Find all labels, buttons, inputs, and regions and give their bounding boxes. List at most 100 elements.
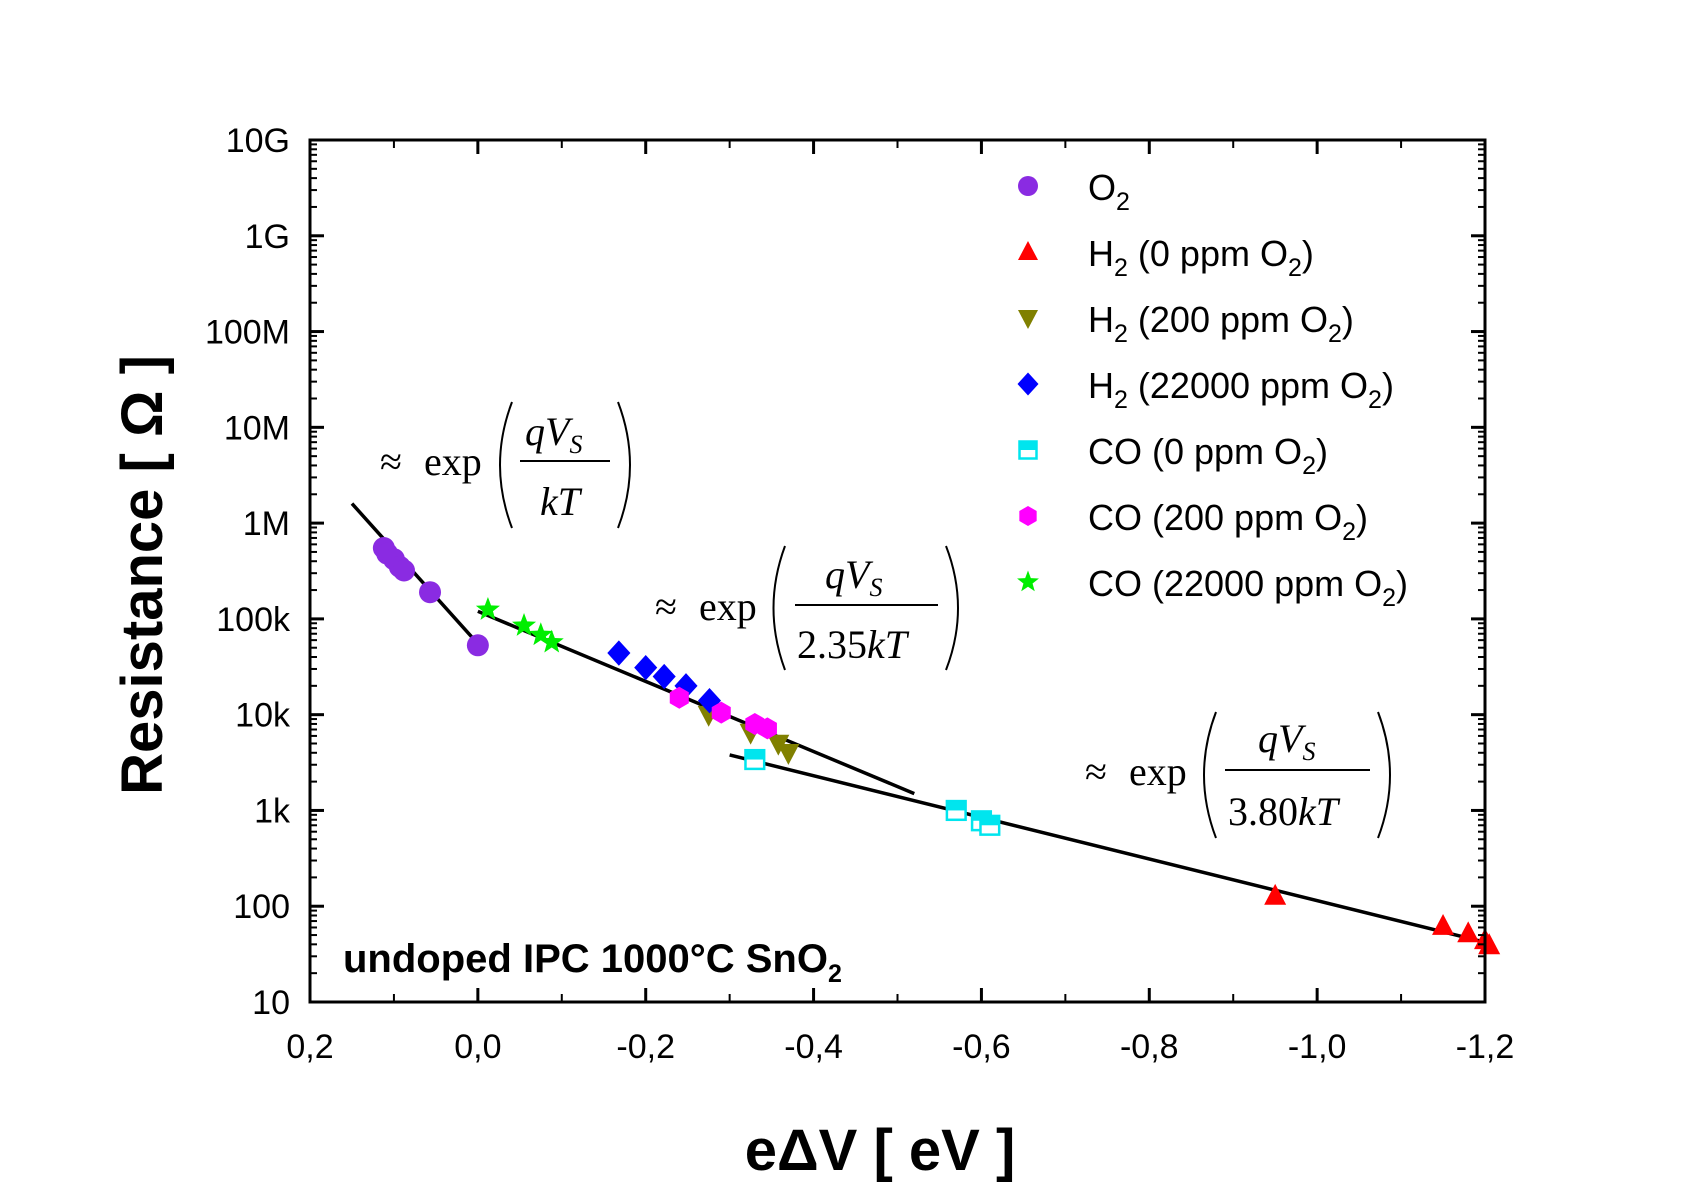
y-tick-label: 1G: [245, 218, 290, 256]
formula-2-denominator: 2.35kT: [797, 622, 910, 667]
formula-2-approx: ≈: [655, 584, 677, 629]
x-tick-label: -1,0: [1288, 1028, 1347, 1066]
x-tick-label: -0,6: [952, 1028, 1011, 1066]
legend-label: CO (0 ppm O2): [1088, 431, 1328, 480]
legend-marker: [1018, 310, 1038, 329]
formula-3-left-paren: [1203, 711, 1217, 839]
formula-3-numerator: qVS: [1258, 716, 1315, 766]
formula-3-exp: exp: [1129, 749, 1187, 794]
data-point: [475, 596, 500, 620]
legend-label: O2: [1088, 167, 1130, 216]
fit-line-3: [729, 753, 1494, 947]
legend-marker: [1018, 241, 1038, 260]
legend-label: CO (22000 ppm O2): [1088, 563, 1408, 612]
data-point: [539, 629, 564, 653]
data-point: [652, 663, 676, 690]
data-point: [1264, 883, 1287, 905]
data-point: [528, 622, 553, 646]
formula-2-left-paren: [772, 545, 786, 671]
formula-1: ≈ exp qVS kT: [380, 401, 631, 529]
legend-item-6: CO (200 ppm O2): [1019, 497, 1368, 546]
series-6: [669, 686, 777, 740]
legend-item-1: O2: [1018, 167, 1130, 216]
x-tick-label: 0,2: [286, 1028, 333, 1066]
formula-3: ≈ exp qVS 3.80kT: [1085, 711, 1391, 839]
sample-annotation: undoped IPC 1000°C SnO2: [343, 937, 842, 988]
legend-item-3: H2 (200 ppm O2): [1018, 299, 1354, 348]
legend-label: H2 (22000 ppm O2): [1088, 365, 1394, 414]
legend: O2 H2 (0 ppm O2) H2 (200 ppm O2) H2 (22000 …: [1017, 167, 1408, 612]
x-tick-label: -0,4: [784, 1028, 843, 1066]
data-point: [979, 814, 1001, 836]
formula-2-exp: exp: [699, 584, 757, 629]
data-series: [372, 536, 1501, 955]
formula-3-right-paren: [1377, 711, 1391, 839]
data-point: [777, 743, 800, 765]
formula-3-denominator: 3.80kT: [1228, 789, 1341, 834]
formula-3-approx: ≈: [1085, 749, 1107, 794]
y-tick-label: 1M: [243, 505, 290, 543]
x-tick-label: -0,8: [1120, 1028, 1179, 1066]
data-point: [511, 612, 537, 636]
y-tick-label: 1k: [254, 792, 291, 830]
data-point: [607, 640, 631, 666]
legend-item-5: CO (0 ppm O2): [1018, 431, 1328, 480]
data-point: [669, 686, 689, 709]
fit-line-1: [350, 502, 480, 645]
series-5: [744, 748, 1001, 836]
data-point: [1432, 914, 1455, 935]
y-axis: 10 100 1k 10k 100k 1M 10M 100M 1G 10G: [205, 122, 1485, 1022]
legend-item-4: H2 (22000 ppm O2): [1017, 365, 1394, 414]
annotation-sub: 2: [828, 960, 842, 988]
series-4: [607, 640, 722, 714]
x-tick-label: -0,2: [616, 1028, 675, 1066]
x-axis-title: eΔV [ eV ]: [745, 1118, 1016, 1183]
data-point: [393, 559, 415, 582]
legend-marker: [1018, 176, 1038, 196]
y-tick-label: 10M: [224, 409, 290, 447]
data-point: [674, 673, 698, 699]
x-tick-label: -1,2: [1456, 1028, 1515, 1066]
annotation-main: undoped IPC 1000°C SnO: [343, 937, 828, 981]
legend-label: H2 (0 ppm O2): [1088, 233, 1314, 282]
y-tick-label: 10k: [235, 697, 291, 735]
formula-1-left-paren: [499, 401, 513, 529]
formula-1-approx: ≈: [380, 439, 402, 484]
formula-2: ≈ exp qVS 2.35kT: [655, 545, 959, 671]
series-7: [475, 596, 564, 653]
formula-1-denominator: kT: [540, 479, 583, 524]
data-point: [697, 688, 722, 714]
y-tick-label: 100: [233, 888, 290, 926]
data-point: [419, 581, 442, 604]
legend-label: CO (200 ppm O2): [1088, 497, 1368, 546]
legend-item-2: H2 (0 ppm O2): [1018, 233, 1314, 282]
y-tick-label: 100k: [216, 601, 291, 639]
formula-1-numerator: qVS: [525, 409, 582, 459]
legend-label: H2 (200 ppm O2): [1088, 299, 1354, 348]
data-point: [1457, 921, 1480, 943]
data-point: [634, 654, 658, 681]
legend-marker: [1019, 506, 1037, 526]
y-axis-title: Resistance [ Ω ]: [110, 355, 175, 795]
data-point: [757, 717, 777, 740]
formula-1-right-paren: [617, 401, 631, 529]
legend-item-7: CO (22000 ppm O2): [1017, 563, 1408, 612]
y-tick-label: 100M: [205, 314, 290, 352]
formula-2-right-paren: [945, 545, 959, 671]
y-tick-label: 10G: [226, 122, 290, 160]
data-point: [711, 701, 731, 724]
formula-1-exp: exp: [424, 439, 482, 484]
legend-marker: [1017, 570, 1039, 592]
x-axis: 0,2 0,0 -0,2 -0,4 -0,6 -0,8 -1,0 -1,2: [286, 140, 1514, 1066]
data-point: [744, 748, 766, 771]
data-point: [466, 634, 489, 657]
x-tick-label: 0,0: [454, 1028, 501, 1066]
y-tick-label: 10: [252, 984, 290, 1022]
series-1: [372, 536, 489, 657]
legend-marker: [1018, 440, 1038, 460]
legend-marker: [1017, 372, 1039, 396]
formula-2-numerator: qVS: [825, 552, 882, 602]
data-point: [945, 799, 967, 822]
